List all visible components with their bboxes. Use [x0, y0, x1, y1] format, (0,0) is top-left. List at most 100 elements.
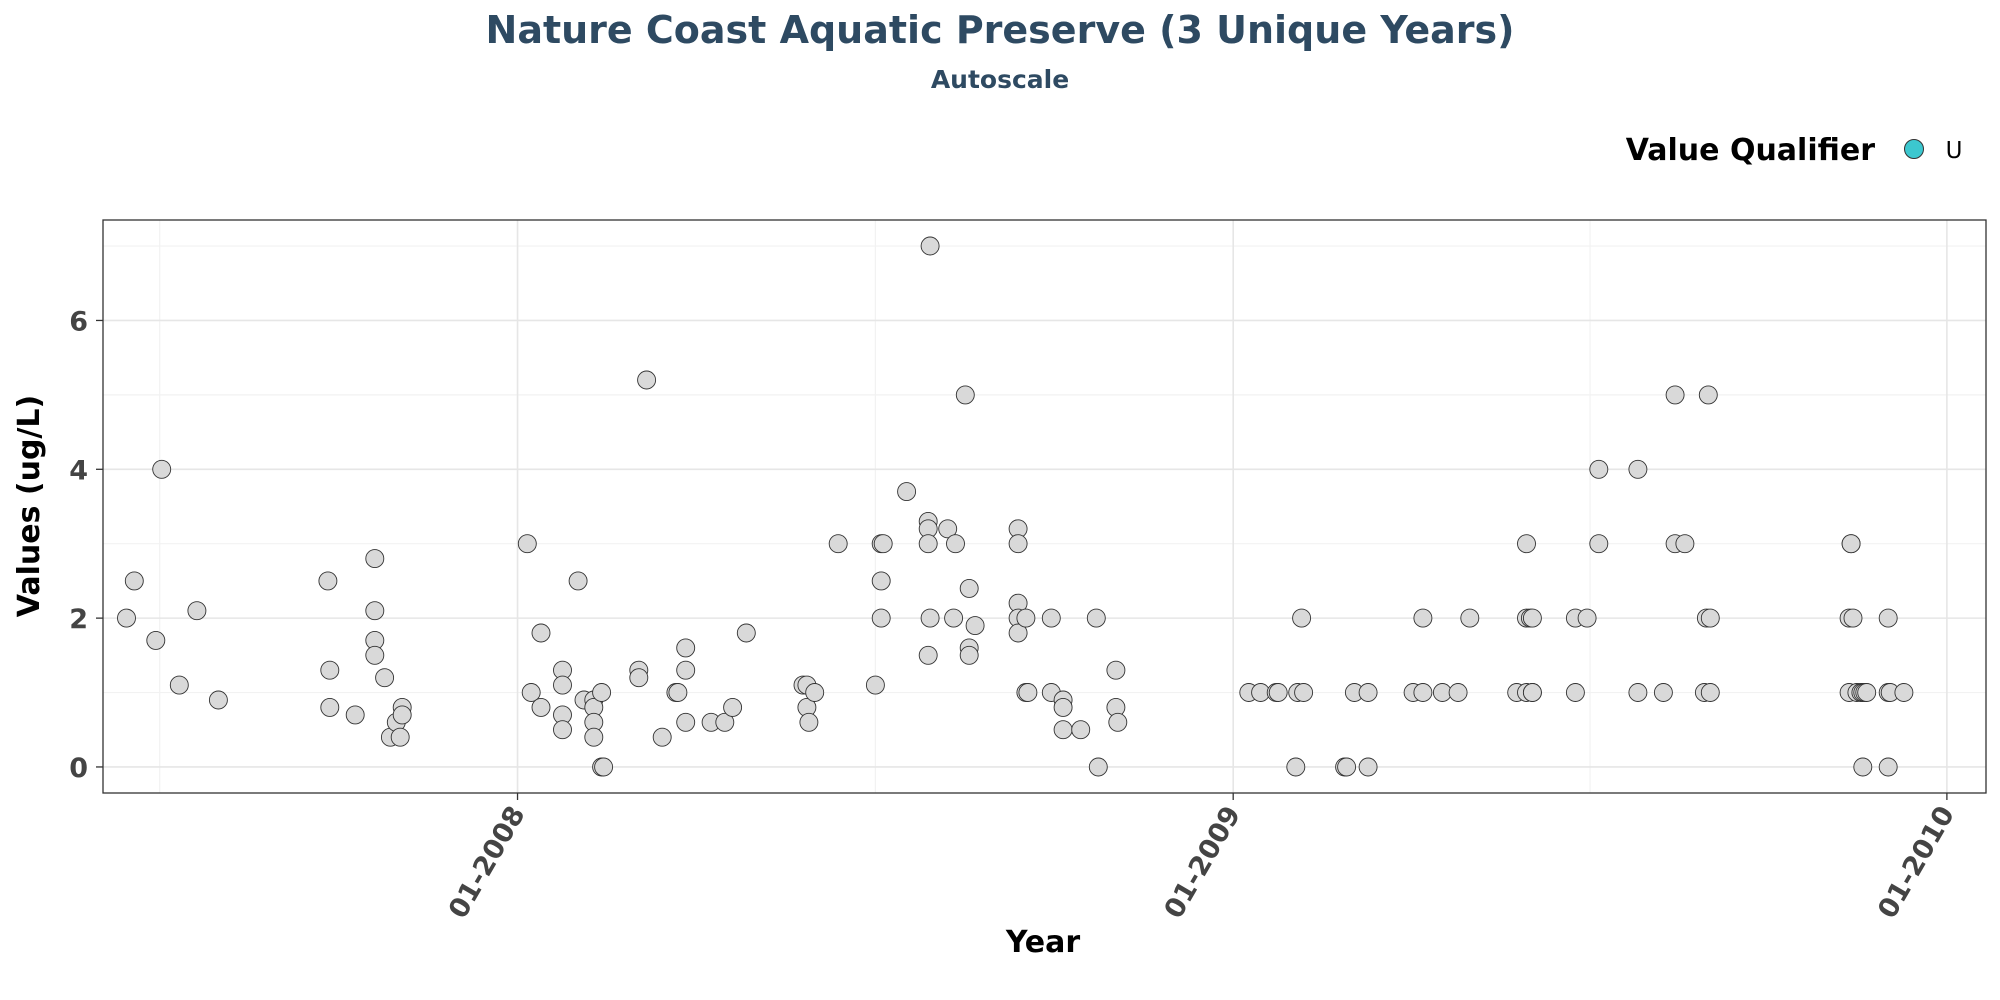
data-point: [521, 683, 541, 702]
data-point: [1053, 697, 1073, 717]
x-axis: 01-2008 01-2009 01-2010: [443, 793, 1961, 924]
data-point: [146, 630, 166, 650]
data-point: [920, 608, 940, 628]
data-point: [169, 675, 189, 695]
data-point: [1653, 683, 1673, 702]
data-point: [1016, 608, 1036, 628]
data-point: [871, 571, 891, 591]
data-point: [1675, 534, 1695, 554]
data-point: [1589, 459, 1609, 479]
data-point: [918, 645, 938, 665]
data-point: [584, 727, 604, 747]
data-point: [668, 683, 688, 702]
data-point: [531, 697, 551, 717]
data-point: [1577, 608, 1597, 628]
x-tick-label: 01-2010: [1872, 801, 1961, 924]
data-point: [918, 534, 938, 554]
data-point: [1589, 534, 1609, 554]
data-point: [1413, 608, 1433, 628]
legend-key-u: [1904, 139, 1924, 159]
data-point: [1665, 385, 1685, 405]
data-point: [1841, 534, 1861, 554]
data-point: [517, 534, 537, 554]
chart-subtitle: Autoscale: [931, 65, 1069, 94]
data-point: [1286, 757, 1306, 777]
data-point: [392, 705, 412, 725]
data-point: [1294, 683, 1314, 702]
data-point: [1517, 534, 1536, 554]
data-point: [920, 236, 940, 256]
data-point: [1008, 623, 1028, 643]
data-point: [1358, 757, 1378, 777]
data-point: [568, 571, 588, 591]
data-point: [736, 623, 756, 643]
data-point: [1018, 683, 1038, 702]
y-tick-label: 2: [69, 604, 88, 635]
data-point: [1878, 608, 1898, 628]
grid: [103, 220, 1986, 793]
data-point: [799, 712, 819, 732]
data-point: [723, 697, 743, 717]
data-point: [1843, 608, 1863, 628]
data-point: [1698, 385, 1718, 405]
data-point: [1522, 608, 1542, 628]
y-axis-title: Values (ug/L): [12, 395, 47, 617]
data-point: [828, 534, 848, 554]
data-point: [1894, 683, 1914, 702]
data-point: [1008, 534, 1028, 554]
data-point: [959, 645, 979, 665]
data-point: [592, 683, 612, 702]
data-point: [955, 385, 975, 405]
y-tick-label: 6: [69, 306, 88, 337]
data-point: [1337, 757, 1357, 777]
data-point: [345, 705, 365, 725]
data-point: [152, 459, 172, 479]
data-point: [629, 668, 649, 688]
x-tick-label: 01-2008: [443, 801, 532, 924]
data-point: [1460, 608, 1480, 628]
data-point: [676, 712, 696, 732]
data-point: [1857, 683, 1877, 702]
data-point: [1565, 683, 1585, 702]
data-point: [1700, 608, 1720, 628]
y-axis: 0 2 4 6: [69, 306, 103, 784]
data-point: [365, 645, 385, 665]
data-point: [1878, 757, 1898, 777]
legend-title: Value Qualifier: [1626, 133, 1876, 168]
data-point: [1106, 660, 1126, 680]
data-point: [320, 697, 340, 717]
data-point: [531, 623, 551, 643]
data-point: [553, 675, 572, 695]
data-point: [553, 720, 572, 740]
data-point: [965, 616, 985, 636]
data-point: [1071, 720, 1091, 740]
data-point: [938, 519, 958, 539]
data-point: [1041, 608, 1061, 628]
data-point: [1853, 757, 1873, 777]
data-point: [873, 534, 893, 554]
data-point: [1628, 683, 1648, 702]
data-point: [320, 660, 340, 680]
data-point: [365, 549, 385, 569]
data-point: [1628, 459, 1648, 479]
data-point: [117, 608, 136, 628]
data-point: [1292, 608, 1312, 628]
data-point: [676, 638, 696, 658]
y-tick-label: 0: [69, 753, 88, 784]
data-point: [1448, 683, 1468, 702]
data-point: [871, 608, 891, 628]
data-point: [365, 601, 385, 621]
plot-panel: [102, 219, 1987, 794]
data-point: [805, 683, 825, 702]
data-point: [594, 757, 614, 777]
data-point: [946, 534, 965, 554]
data-point: [1086, 608, 1106, 628]
data-point: [1268, 683, 1288, 702]
y-tick-label: 4: [69, 455, 88, 486]
data-point: [318, 571, 338, 591]
data-point: [1522, 683, 1542, 702]
chart-title: Nature Coast Aquatic Preserve (3 Unique …: [486, 8, 1515, 52]
x-tick-label: 01-2009: [1158, 801, 1247, 924]
data-point: [637, 370, 657, 390]
